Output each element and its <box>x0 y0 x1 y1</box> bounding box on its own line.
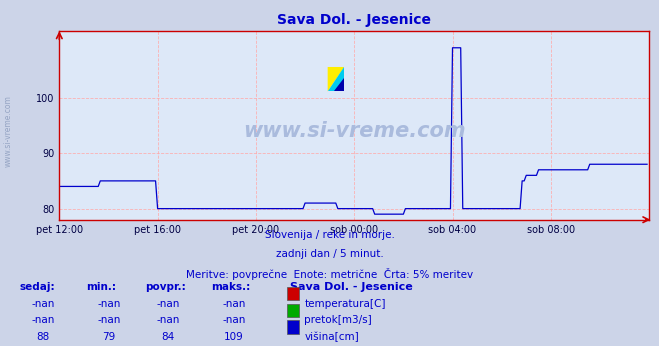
Text: maks.:: maks.: <box>211 282 250 292</box>
Text: Sava Dol. - Jesenice: Sava Dol. - Jesenice <box>290 282 413 292</box>
Text: 79: 79 <box>102 332 115 342</box>
Text: višina[cm]: višina[cm] <box>304 332 359 342</box>
Text: -nan: -nan <box>156 299 180 309</box>
Text: min.:: min.: <box>86 282 116 292</box>
Text: pretok[m3/s]: pretok[m3/s] <box>304 315 372 325</box>
Text: -nan: -nan <box>222 299 246 309</box>
Text: zadnji dan / 5 minut.: zadnji dan / 5 minut. <box>275 249 384 259</box>
Polygon shape <box>328 67 344 91</box>
Polygon shape <box>328 67 344 91</box>
Text: www.si-vreme.com: www.si-vreme.com <box>3 95 13 167</box>
Text: Meritve: povprečne  Enote: metrične  Črta: 5% meritev: Meritve: povprečne Enote: metrične Črta:… <box>186 268 473 280</box>
Text: -nan: -nan <box>31 299 55 309</box>
Text: 84: 84 <box>161 332 175 342</box>
Text: sedaj:: sedaj: <box>20 282 55 292</box>
Polygon shape <box>334 78 344 91</box>
Text: 109: 109 <box>224 332 244 342</box>
Text: temperatura[C]: temperatura[C] <box>304 299 386 309</box>
Title: Sava Dol. - Jesenice: Sava Dol. - Jesenice <box>277 13 431 27</box>
Text: -nan: -nan <box>222 315 246 325</box>
Text: 88: 88 <box>36 332 49 342</box>
Text: povpr.:: povpr.: <box>145 282 186 292</box>
Text: Slovenija / reke in morje.: Slovenija / reke in morje. <box>264 230 395 240</box>
Text: -nan: -nan <box>31 315 55 325</box>
Text: www.si-vreme.com: www.si-vreme.com <box>243 121 465 141</box>
Text: -nan: -nan <box>97 299 121 309</box>
Text: -nan: -nan <box>97 315 121 325</box>
Text: -nan: -nan <box>156 315 180 325</box>
